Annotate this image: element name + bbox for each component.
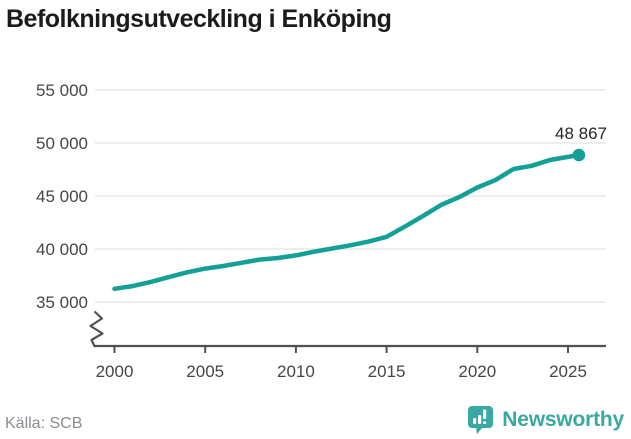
page-title: Befolkningsutveckling i Enköping: [6, 5, 392, 33]
population-line-chart: 55 000 50 000 45 000 40 000 35 000 2000 2005 20…: [36, 81, 607, 381]
latest-value-dot: [572, 148, 586, 162]
latest-value-label: 48 867: [555, 124, 607, 143]
y-axis-tick-label: 50 000: [36, 134, 88, 153]
x-axis-tick-label: 2010: [277, 362, 315, 381]
y-axis-tick-label: 45 000: [36, 187, 88, 206]
x-axis-tick-label: 2025: [549, 362, 587, 381]
population-series-line: [112, 152, 582, 292]
newsworthy-wordmark: Newsworthy: [502, 407, 624, 431]
y-axis-break-icon: [89, 310, 104, 348]
x-axis-tick-label: 2000: [96, 362, 134, 381]
x-axis-tick-label: 2005: [186, 362, 224, 381]
y-axis-tick-label: 55 000: [36, 81, 88, 100]
y-axis-tick-label: 35 000: [36, 293, 88, 312]
x-axis-tick-label: 2015: [368, 362, 406, 381]
source-label: Källa: SCB: [5, 415, 83, 432]
y-axis-tick-label: 40 000: [36, 240, 88, 259]
newsworthy-bubble-barchart-icon: [468, 406, 494, 434]
newsworthy-logo[interactable]: Newsworthy: [467, 405, 624, 434]
x-axis-tick-label: 2020: [458, 362, 496, 381]
